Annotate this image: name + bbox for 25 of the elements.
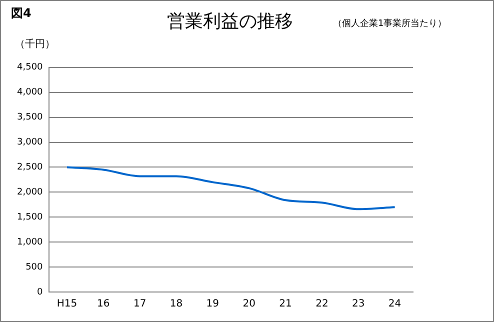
x-tick-label: 17 bbox=[133, 298, 146, 310]
y-tick-label: 4,500 bbox=[17, 62, 44, 73]
chart-title: 営業利益の推移 bbox=[167, 10, 293, 33]
x-tick-label: 18 bbox=[170, 298, 183, 310]
y-tick-label: 1,500 bbox=[17, 212, 44, 222]
x-tick-label: 23 bbox=[352, 298, 365, 310]
x-tick-label: 19 bbox=[206, 298, 220, 310]
x-tick-label: 16 bbox=[97, 298, 110, 310]
y-tick-label: 3,500 bbox=[17, 112, 44, 123]
y-axis-title: （千円） bbox=[15, 38, 55, 51]
y-tick-label: 0 bbox=[37, 287, 44, 298]
x-tick-label: 24 bbox=[388, 298, 402, 310]
y-tick-label: 2,000 bbox=[17, 188, 44, 198]
x-tick-label: H15 bbox=[56, 298, 78, 310]
y-tick-label: 3,000 bbox=[17, 138, 44, 148]
y-tick-label: 2,500 bbox=[17, 162, 44, 173]
caption: 図4 bbox=[11, 5, 32, 22]
x-tick-label: 22 bbox=[316, 298, 328, 310]
chart-subtitle: （個人企業1事業所当たり） bbox=[333, 18, 447, 30]
y-tick-label: 500 bbox=[26, 262, 44, 272]
x-tick-label: 21 bbox=[279, 298, 292, 310]
y-tick-label: 1,000 bbox=[17, 237, 44, 248]
x-tick-label: 20 bbox=[242, 298, 256, 310]
line-series bbox=[66, 166, 396, 210]
y-tick-label: 4,000 bbox=[17, 88, 44, 98]
